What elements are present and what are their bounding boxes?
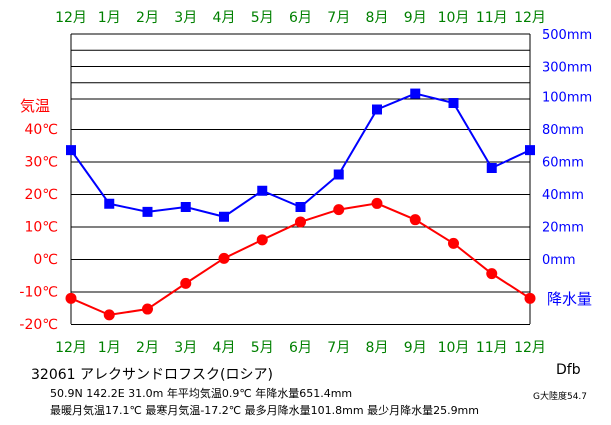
precipitation-point	[66, 145, 76, 156]
station-summary-line-2: 最暖月気温17.1℃ 最寒月気温-17.2℃ 最多月降水量101.8mm 最少月…	[50, 404, 479, 417]
precipitation-axis-label: 降水量	[547, 290, 592, 308]
month-label-bottom: 4月	[213, 340, 236, 356]
precipitation-tick-label: 100mm	[542, 91, 592, 106]
temperature-point	[256, 234, 268, 246]
precipitation-point	[180, 202, 191, 212]
temperature-axis-label: 気温	[20, 97, 50, 115]
month-label-bottom: 9月	[404, 340, 427, 356]
month-label-top: 12月	[55, 10, 87, 26]
precipitation-tick-label: 80mm	[542, 123, 584, 138]
temperature-tick-label: -20℃	[19, 317, 58, 333]
temperature-tick-label: 0℃	[33, 252, 58, 268]
station-title: 32061 アレクサンドロフスク(ロシア)	[31, 367, 273, 383]
temperature-point	[65, 292, 77, 304]
month-label-bottom: 8月	[366, 340, 389, 356]
month-label-bottom: 3月	[174, 340, 197, 356]
precipitation-point	[525, 145, 535, 156]
month-label-top: 10月	[438, 10, 470, 26]
temperature-point	[218, 252, 230, 264]
temperature-point	[333, 204, 345, 216]
temperature-tick-label: -10℃	[19, 285, 58, 301]
climate-chart: 12月 12月 1月 1月 2月 2月 3月 3月 4月 4月 5月 5月 6月 6月 7月 7月 8月 8月 9月…	[19, 10, 592, 356]
precipitation-point	[142, 206, 153, 217]
temperature-tick-label: 10℃	[24, 220, 58, 236]
month-label-bottom: 12月	[514, 340, 546, 356]
month-label-bottom: 10月	[438, 340, 470, 356]
month-label-top: 12月	[514, 10, 546, 26]
precipitation-point	[372, 104, 382, 115]
precipitation-point	[257, 185, 268, 196]
month-label-bottom: 11月	[476, 340, 508, 356]
month-label-bottom: 6月	[289, 340, 312, 356]
temperature-point	[295, 216, 306, 228]
month-label-bottom: 7月	[327, 340, 350, 356]
precipitation-point	[295, 202, 306, 212]
temperature-point	[409, 214, 421, 226]
precipitation-tick-label: 60mm	[542, 156, 584, 171]
station-summary-line-1: 50.9N 142.2E 31.0m 年平均気温0.9℃ 年降水量651.4mm	[50, 387, 353, 400]
month-label-top: 1月	[98, 10, 121, 26]
precipitation-tick-label: 20mm	[542, 221, 584, 236]
temperature-point	[371, 197, 383, 209]
temperature-point	[448, 237, 459, 249]
month-label-bottom: 5月	[251, 340, 274, 356]
month-label-top: 7月	[327, 10, 350, 26]
precipitation-tick-label: 300mm	[542, 61, 592, 76]
temperature-point	[103, 309, 115, 321]
precipitation-point	[333, 169, 344, 180]
month-label-bottom: 2月	[136, 340, 159, 356]
month-label-top: 9月	[404, 10, 427, 26]
month-label-top: 8月	[366, 10, 389, 26]
month-label-bottom: 1月	[98, 340, 121, 356]
temperature-tick-label: 20℃	[24, 187, 58, 203]
month-label-top: 4月	[213, 10, 236, 26]
month-label-top: 6月	[289, 10, 312, 26]
temperature-point	[524, 292, 536, 304]
precipitation-point	[486, 163, 497, 173]
month-label-top: 3月	[174, 10, 197, 26]
month-label-bottom: 12月	[55, 340, 87, 356]
continentality-index: G大陸度54.7	[533, 392, 588, 402]
month-label-top: 5月	[251, 10, 274, 26]
precipitation-point	[448, 98, 459, 108]
precipitation-tick-label: 40mm	[542, 188, 584, 203]
temperature-tick-label: 30℃	[24, 155, 58, 171]
precipitation-line	[70, 92, 531, 218]
temperature-point	[180, 277, 192, 289]
precipitation-point	[410, 88, 421, 99]
temperature-point	[486, 268, 498, 280]
precipitation-point	[104, 198, 115, 209]
month-label-top: 11月	[476, 10, 508, 26]
precipitation-tick-label: 0mm	[542, 253, 576, 268]
precipitation-tick-label: 500mm	[542, 28, 592, 43]
temperature-point	[142, 303, 153, 315]
temperature-tick-label: 40℃	[24, 122, 58, 138]
koppen-code: Dfb	[556, 362, 581, 378]
precipitation-point	[219, 211, 229, 222]
month-label-top: 2月	[136, 10, 159, 26]
